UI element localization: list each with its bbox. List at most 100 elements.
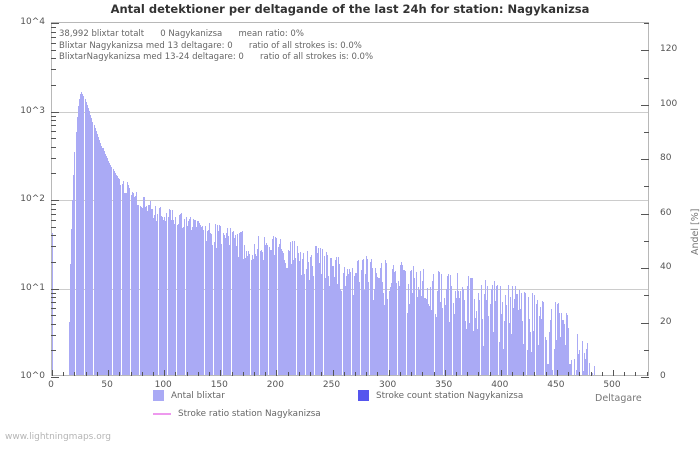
histogram-bar xyxy=(328,276,330,375)
histogram-bar xyxy=(156,221,158,375)
histogram-bar xyxy=(353,275,355,375)
histogram-bar xyxy=(372,299,374,375)
histogram-bar xyxy=(257,248,259,375)
histogram-bar xyxy=(152,218,154,375)
histogram-bar xyxy=(426,287,428,375)
histogram-bar xyxy=(531,352,533,375)
histogram-bar xyxy=(366,256,368,375)
histogram-bar xyxy=(277,247,279,375)
legend-item[interactable]: Stroke ratio station Nagykanizsa xyxy=(153,409,321,419)
histogram-bar xyxy=(258,236,260,375)
histogram-bar xyxy=(357,260,359,375)
histogram-bar xyxy=(294,241,296,375)
histogram-bar xyxy=(219,224,221,375)
y-tick-left xyxy=(51,36,56,38)
histogram-bar xyxy=(578,354,580,375)
histogram-bar xyxy=(174,223,176,375)
histogram-bar xyxy=(195,227,197,375)
y-tick-right xyxy=(644,349,649,351)
histogram-bar xyxy=(242,258,244,375)
histogram-bar xyxy=(396,282,398,375)
histogram-bar xyxy=(262,260,264,375)
y-tick-left xyxy=(51,157,56,159)
histogram-bar xyxy=(93,124,95,375)
histogram-bar xyxy=(440,302,442,375)
histogram-bar xyxy=(136,192,138,375)
x-tick xyxy=(186,372,188,376)
y-tick-label-right: 80 xyxy=(660,153,672,164)
histogram-bar xyxy=(241,231,243,375)
histogram-bar xyxy=(352,294,354,375)
histogram-bar xyxy=(496,285,498,375)
histogram-bar xyxy=(477,329,479,375)
histogram-bar xyxy=(139,205,141,375)
histogram-bar xyxy=(387,298,389,375)
histogram-bar xyxy=(587,343,589,375)
histogram-bar xyxy=(540,307,542,375)
histogram-bar xyxy=(90,114,92,375)
legend-item[interactable]: Antal blixtar xyxy=(153,390,225,401)
histogram-bar xyxy=(184,218,186,375)
histogram-bar xyxy=(439,271,441,375)
histogram-bar xyxy=(164,216,166,375)
histogram-bar xyxy=(96,133,98,375)
histogram-bar xyxy=(150,209,152,375)
histogram-bar xyxy=(398,286,400,375)
y-tick-right xyxy=(641,377,649,378)
histogram-bar xyxy=(497,284,499,375)
x-tick xyxy=(254,372,255,376)
histogram-bar xyxy=(112,169,114,375)
histogram-bar xyxy=(528,319,530,375)
x-tick xyxy=(500,370,502,376)
histogram-bar xyxy=(340,288,342,375)
histogram-bar xyxy=(74,152,76,375)
histogram-bar xyxy=(412,293,414,375)
histogram-bar xyxy=(537,345,539,375)
histogram-bar xyxy=(495,301,497,375)
histogram-bar xyxy=(330,258,332,375)
histogram-bar xyxy=(255,254,257,375)
x-tick xyxy=(298,372,300,376)
histogram-bar xyxy=(417,287,419,375)
histogram-bar xyxy=(239,233,241,375)
histogram-bar xyxy=(138,205,140,375)
histogram-bar xyxy=(123,192,125,375)
histogram-bar xyxy=(145,206,147,375)
histogram-bar xyxy=(314,246,316,375)
y-tick-right xyxy=(644,186,649,188)
histogram-bar xyxy=(75,131,77,375)
legend-item[interactable]: Stroke count station Nagykanizsa xyxy=(358,390,523,401)
histogram-bar xyxy=(449,322,451,375)
histogram-bar xyxy=(563,324,565,375)
histogram-bar xyxy=(280,249,282,375)
histogram-bar xyxy=(114,172,116,375)
x-tick xyxy=(209,372,211,376)
histogram-bar xyxy=(72,199,74,375)
x-tick xyxy=(411,372,412,376)
histogram-bar xyxy=(264,236,266,375)
histogram-bar xyxy=(552,369,554,375)
annotation-block: 38,992 blixtar totalt 0 Nagykanizsa mean… xyxy=(59,29,619,64)
histogram-bar xyxy=(553,349,555,375)
y-tick-right xyxy=(644,240,649,242)
histogram-bar xyxy=(133,197,135,375)
histogram-bar xyxy=(542,301,544,375)
histogram-bar xyxy=(434,314,436,375)
histogram-bar xyxy=(141,208,143,375)
histogram-bar xyxy=(147,210,149,375)
histogram-bar xyxy=(274,255,276,375)
x-tick xyxy=(85,372,87,376)
histogram-bar xyxy=(326,254,328,375)
histogram-bar xyxy=(243,244,245,375)
histogram-bar xyxy=(196,220,198,375)
histogram-bar xyxy=(376,273,378,375)
histogram-bar xyxy=(460,290,462,375)
y-tick-left xyxy=(51,200,59,201)
y-tick-left xyxy=(51,146,56,148)
histogram-bar xyxy=(89,111,91,375)
histogram-bar xyxy=(113,171,115,375)
histogram-bar xyxy=(510,333,512,375)
histogram-bar xyxy=(246,251,248,375)
x-tick xyxy=(635,372,637,376)
histogram-bar xyxy=(80,94,82,375)
